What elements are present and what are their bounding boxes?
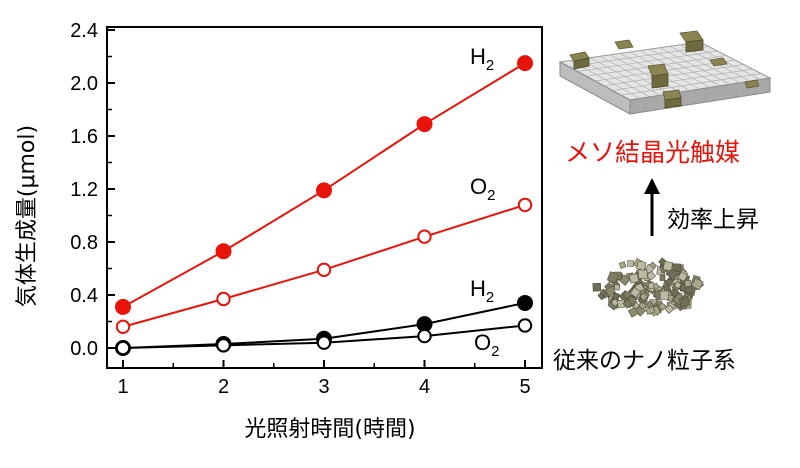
series-label: H2 [470, 276, 494, 306]
x-tick-label: 4 [419, 376, 430, 398]
x-tick-label: 5 [519, 376, 530, 398]
y-tick-label: 2.4 [70, 20, 98, 42]
illustration-panel: メソ結晶光触媒 効率上昇 従来のナノ粒子系 [545, 0, 800, 468]
data-point [115, 298, 131, 315]
data-point [215, 243, 232, 260]
data-point [115, 319, 131, 334]
y-tick-label: 0.4 [70, 285, 98, 307]
data-point [517, 55, 533, 72]
data-point [316, 262, 332, 278]
series-label: O2 [474, 330, 499, 360]
data-point [417, 229, 432, 244]
arrow-up-icon [644, 178, 660, 236]
data-point [517, 294, 533, 311]
series-label: H2 [470, 44, 494, 74]
series-meso-h2 [115, 55, 533, 315]
data-point [316, 182, 332, 199]
series-label-layer: H2 O2 H2 O2 [470, 44, 499, 360]
x-tick-label: 1 [117, 376, 128, 398]
series-nano-o2 [115, 318, 533, 356]
y-axis-label: 気体生成量(μmol) [15, 125, 40, 307]
meso-crystal-label: メソ結晶光触媒 [565, 138, 741, 167]
y-tick-label: 0.8 [70, 232, 98, 254]
data-point [517, 197, 533, 213]
nanoparticle-label: 従来のナノ粒子系 [553, 348, 736, 374]
series-meso-o2 [115, 197, 533, 334]
y-tick-label: 1.2 [70, 179, 98, 201]
x-tick-label: 3 [318, 376, 329, 398]
x-axis-ticks: 1 2 3 4 5 [117, 360, 531, 398]
data-point [216, 338, 231, 353]
data-point [416, 116, 433, 133]
series-layer [115, 55, 533, 356]
x-axis-label: 光照射時間(時間) [244, 417, 415, 442]
x-tick-label: 2 [218, 376, 229, 398]
y-tick-label: 2.0 [70, 73, 98, 95]
y-axis-ticks: 0.0 0.4 0.8 1.2 1.6 2.0 2.4 [70, 20, 115, 360]
line-chart: 0.0 0.4 0.8 1.2 1.6 2.0 2.4 1 2 3 4 5 H2 O2 H2 O2 気体生… [15, 20, 543, 442]
y-tick-label: 1.6 [70, 126, 98, 148]
series-label: O2 [470, 174, 495, 204]
nanoparticle-illustration [592, 257, 705, 318]
data-point [517, 318, 533, 333]
data-point [216, 291, 231, 307]
data-point [417, 328, 432, 344]
illustration-graphics [558, 30, 772, 318]
efficiency-label: 効率上昇 [667, 207, 759, 233]
y-tick-label: 0.0 [70, 338, 98, 360]
data-point [115, 340, 131, 356]
meso-crystal-illustration [558, 30, 772, 115]
data-point [316, 335, 332, 350]
